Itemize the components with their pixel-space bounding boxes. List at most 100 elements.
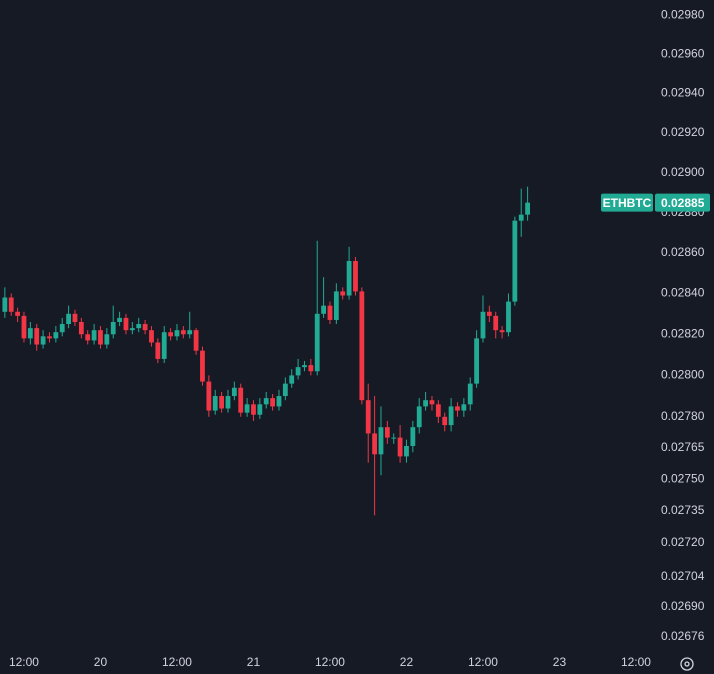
candle-body xyxy=(15,311,20,316)
y-tick-label: 0.02820 xyxy=(661,326,705,340)
candle-body xyxy=(276,396,282,407)
settings-ring xyxy=(680,657,694,671)
y-tick-label: 0.02800 xyxy=(661,368,705,382)
y-tick-label: 0.02840 xyxy=(661,286,705,300)
candle-body xyxy=(493,315,499,331)
candle-body xyxy=(206,381,212,411)
candle-body xyxy=(117,317,122,322)
candle-body xyxy=(282,383,288,397)
candle-body xyxy=(518,214,524,221)
candle-body xyxy=(391,437,397,439)
candle-body xyxy=(270,398,275,407)
candle-body xyxy=(474,338,479,384)
candle-body xyxy=(200,350,205,382)
candle-body xyxy=(225,396,231,409)
symbol-badge xyxy=(601,193,653,212)
candle-body xyxy=(499,330,505,333)
y-tick-label: 0.02750 xyxy=(661,472,705,486)
candle-body xyxy=(486,311,492,316)
candle-body xyxy=(110,321,116,335)
y-tick-label: 0.02780 xyxy=(661,409,705,423)
candle-body xyxy=(397,437,403,457)
candle-body xyxy=(149,330,154,343)
y-tick-label: 0.02765 xyxy=(661,440,705,454)
candle-body xyxy=(448,406,454,426)
candle-body xyxy=(59,324,65,333)
candle-body xyxy=(435,404,441,417)
candle-body xyxy=(506,301,511,333)
candle-body xyxy=(244,404,250,413)
candle-body xyxy=(455,406,460,411)
candle-body xyxy=(98,330,103,345)
symbol-label: ETHBTC xyxy=(603,196,652,210)
candle-body xyxy=(161,332,167,359)
candle-body xyxy=(72,313,78,322)
y-tick-label: 0.02720 xyxy=(661,535,705,549)
x-tick-label: 20 xyxy=(94,655,108,669)
y-tick-label: 0.02690 xyxy=(661,599,705,613)
candle-body xyxy=(129,328,135,331)
candle-body xyxy=(314,313,320,372)
candle-body xyxy=(34,328,40,345)
y-tick-label: 0.02900 xyxy=(661,165,705,179)
y-tick-label: 0.02960 xyxy=(661,47,705,61)
candle-body xyxy=(295,367,301,376)
candle-body xyxy=(321,305,326,314)
candle-body xyxy=(21,315,27,339)
candle-body xyxy=(378,427,384,455)
x-tick-label: 12:00 xyxy=(315,655,345,669)
candle-body xyxy=(78,321,84,335)
candle-body xyxy=(155,342,161,359)
y-tick-label: 0.02920 xyxy=(661,125,705,139)
settings-icon[interactable] xyxy=(680,657,694,671)
price-badge xyxy=(655,193,710,212)
candle-body xyxy=(461,404,467,411)
candle-body xyxy=(359,291,365,401)
candle-body xyxy=(168,332,173,337)
candle-body xyxy=(47,336,52,339)
candle-body xyxy=(136,324,142,329)
candle-body xyxy=(429,400,435,405)
candle-body xyxy=(404,445,409,457)
candle-body xyxy=(187,330,193,335)
candle-body xyxy=(8,297,14,312)
candle-body xyxy=(180,330,186,335)
candle-body xyxy=(467,383,473,405)
y-tick-label: 0.02735 xyxy=(661,503,705,517)
price-label: 0.02885 xyxy=(661,196,705,210)
candle-body xyxy=(416,406,422,428)
candle-body xyxy=(219,396,224,409)
candle-body xyxy=(263,398,269,405)
x-tick-label: 12:00 xyxy=(9,655,39,669)
candle-body xyxy=(327,305,333,320)
candle-body xyxy=(123,317,129,331)
candle-body xyxy=(91,330,97,341)
candle-body xyxy=(142,324,148,331)
candle-body xyxy=(104,334,110,345)
y-tick-label: 0.02676 xyxy=(661,629,705,643)
candle-body xyxy=(257,404,263,415)
candle-body xyxy=(40,336,46,345)
candle-body xyxy=(365,400,371,434)
candle-body xyxy=(238,387,244,413)
y-tick-label: 0.02980 xyxy=(661,8,705,22)
candle-body xyxy=(340,291,346,296)
candle-body xyxy=(333,291,339,320)
x-tick-label: 12:00 xyxy=(621,655,651,669)
y-tick-label: 0.02940 xyxy=(661,86,705,100)
candle-body xyxy=(193,330,199,351)
x-tick-label: 22 xyxy=(400,655,414,669)
candle-body xyxy=(353,260,358,292)
y-tick-label: 0.02860 xyxy=(661,245,705,259)
candle-body xyxy=(384,427,390,438)
candle-body xyxy=(308,365,314,372)
candle-body xyxy=(512,220,518,302)
candle-body xyxy=(231,387,237,397)
candle-body xyxy=(525,202,530,215)
candle-body xyxy=(212,396,218,411)
y-tick-label: 0.02704 xyxy=(661,569,705,583)
x-tick-label: 21 xyxy=(247,655,261,669)
candle-body xyxy=(2,297,8,312)
